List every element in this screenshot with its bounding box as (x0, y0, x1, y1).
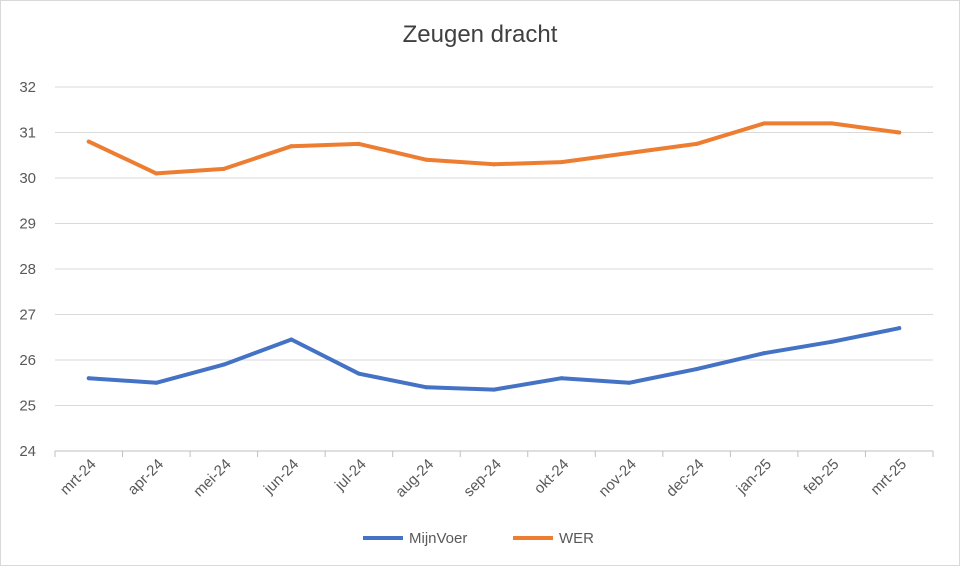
data-point-mijnvoer (762, 351, 767, 356)
y-tick-label: 30 (19, 170, 36, 187)
data-point-wer (559, 160, 564, 165)
y-tick-label: 24 (19, 443, 36, 460)
data-point-mijnvoer (694, 367, 699, 372)
data-point-wer (627, 150, 632, 155)
y-tick-label: 29 (19, 216, 36, 233)
data-point-mijnvoer (829, 339, 834, 344)
series-lines (86, 121, 902, 392)
y-tick-label: 25 (19, 398, 36, 415)
data-point-mijnvoer (289, 337, 294, 342)
y-tick-label: 27 (19, 307, 36, 324)
data-point-mijnvoer (627, 380, 632, 385)
data-point-wer (762, 121, 767, 126)
data-point-wer (289, 144, 294, 149)
chart-title: Zeugen dracht (403, 21, 558, 48)
data-point-wer (221, 166, 226, 171)
y-tick-label: 28 (19, 261, 36, 278)
legend-item-mijnvoer: MijnVoer (363, 530, 467, 547)
data-point-wer (356, 141, 361, 146)
y-tick-label: 26 (19, 352, 36, 369)
data-point-wer (829, 121, 834, 126)
data-point-wer (424, 157, 429, 162)
y-tick-label: 31 (19, 125, 36, 142)
legend-label: MijnVoer (409, 530, 467, 547)
legend-item-wer: WER (513, 530, 594, 547)
y-tick-label: 32 (19, 79, 36, 96)
data-point-wer (897, 130, 902, 135)
legend-label: WER (559, 530, 594, 547)
data-point-mijnvoer (492, 387, 496, 392)
legend: MijnVoer WER (363, 530, 594, 547)
data-point-mijnvoer (86, 376, 91, 381)
data-point-mijnvoer (356, 371, 361, 376)
data-point-wer (86, 139, 91, 144)
data-point-wer (492, 162, 496, 167)
data-point-mijnvoer (424, 385, 429, 390)
data-point-mijnvoer (897, 326, 902, 331)
y-axis-ticks: 24 25 26 27 28 29 30 31 32 (19, 79, 36, 460)
data-point-wer (154, 171, 159, 176)
gridlines (55, 86, 933, 452)
data-point-mijnvoer (221, 362, 226, 367)
data-point-mijnvoer (154, 380, 159, 385)
data-point-mijnvoer (559, 376, 564, 381)
data-point-wer (694, 141, 699, 146)
